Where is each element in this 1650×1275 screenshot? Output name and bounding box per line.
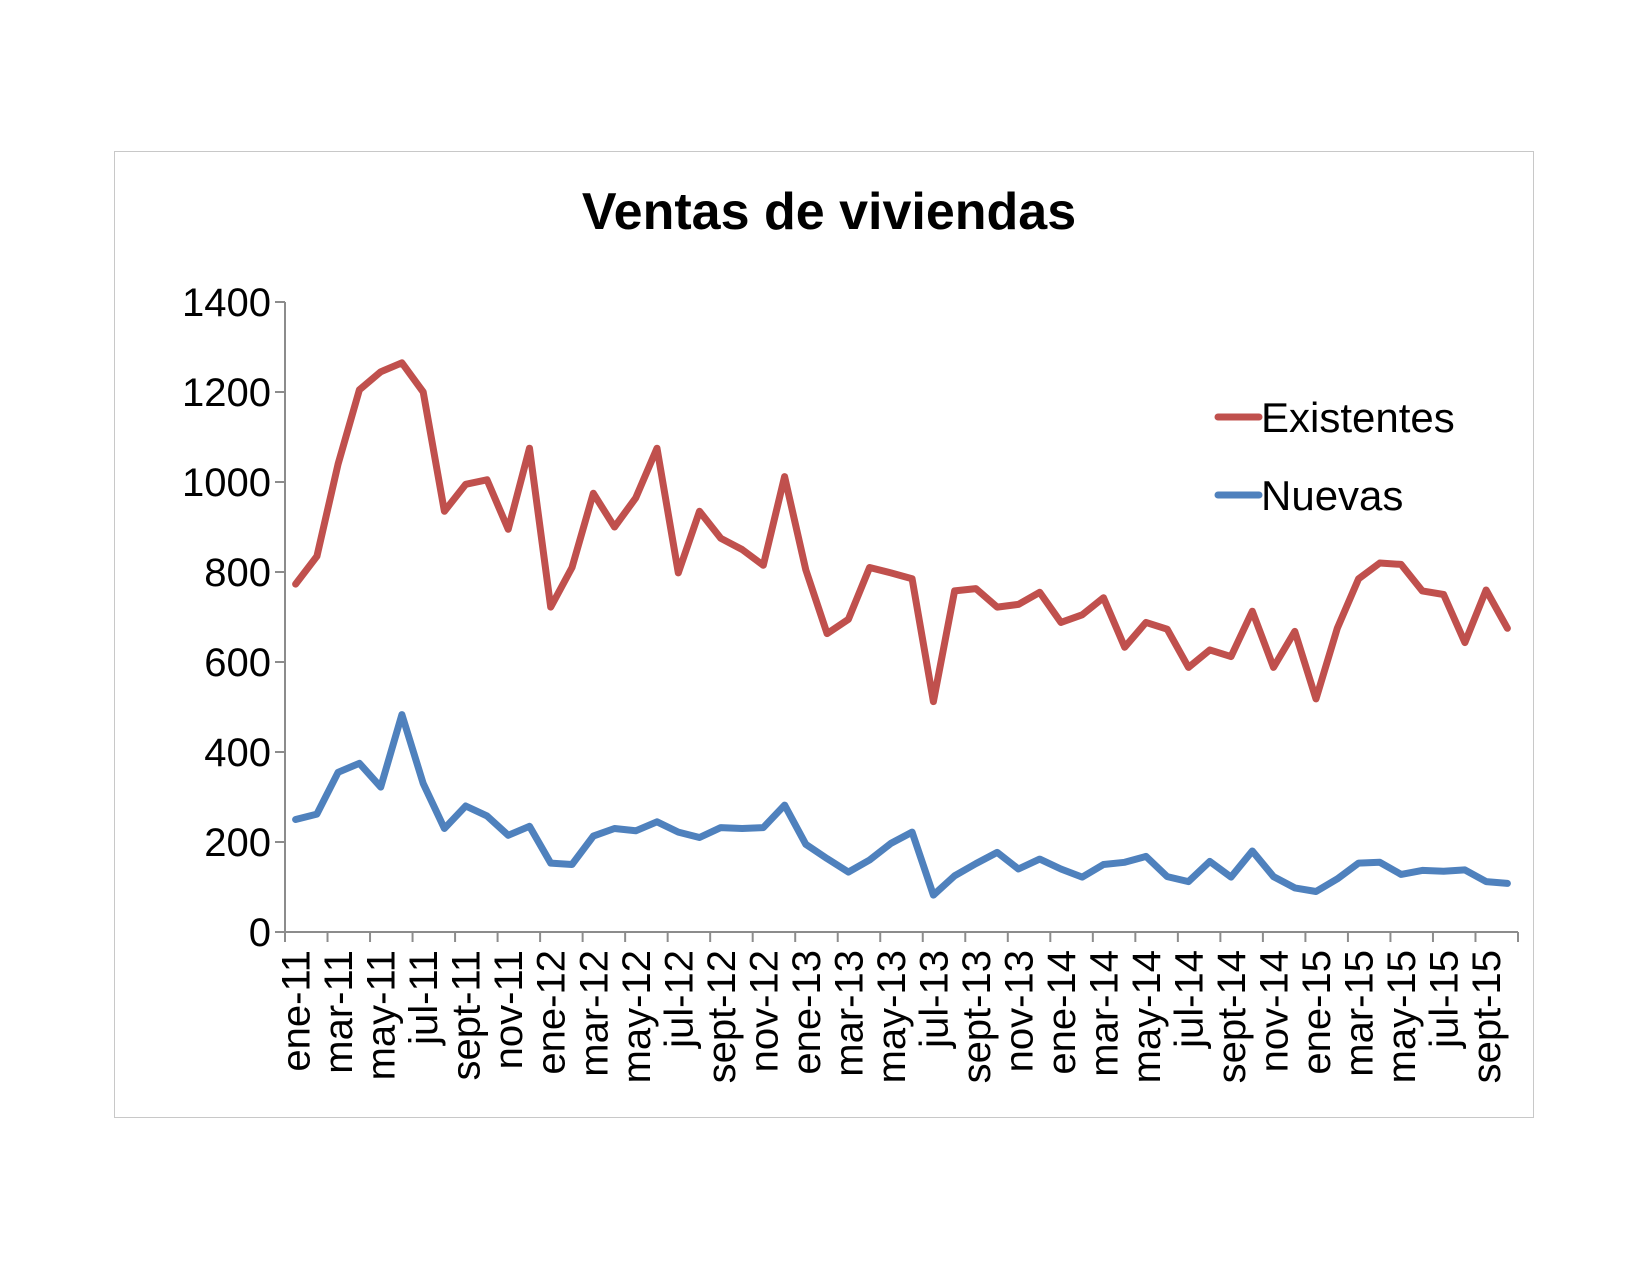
x-tick-label: ene-12 (530, 950, 574, 1075)
x-tick-label: mar-15 (1338, 950, 1382, 1077)
x-tick-label: sept-11 (445, 950, 489, 1080)
x-tick-label: ene-14 (1040, 950, 1084, 1075)
chart-title: Ventas de viviendas (582, 183, 1076, 241)
series-line-existentes (292, 359, 1511, 706)
y-tick-label: 800 (204, 551, 271, 595)
x-tick-label: jul-14 (1167, 950, 1211, 1049)
x-tick-label: jul-11 (402, 950, 446, 1046)
x-tick-label: ene-15 (1295, 950, 1339, 1075)
x-tick-label: mar-12 (572, 950, 616, 1077)
x-tick-label: may-12 (615, 950, 659, 1083)
x-tick-label: ene-11 (275, 950, 319, 1072)
x-tick-label: nov-12 (742, 950, 786, 1072)
series-group (292, 359, 1511, 899)
x-tick-label: sept-13 (955, 950, 999, 1083)
y-tick-label: 600 (204, 641, 271, 685)
y-tick-label: 0 (249, 911, 271, 955)
x-tick-label: jul-13 (912, 950, 956, 1049)
x-tick-label: ene-13 (785, 950, 829, 1075)
series-line-nuevas (292, 711, 1511, 899)
x-tick-label: nov-11 (487, 950, 531, 1069)
y-tick-label: 1200 (182, 371, 271, 415)
x-tick-label: sept-12 (700, 950, 744, 1083)
x-tick-label: may-15 (1380, 950, 1424, 1083)
legend-label-existentes: Existentes (1261, 394, 1455, 441)
chart-frame: Ventas de viviendas 0 200 400 600 800 1000 120… (114, 151, 1534, 1118)
x-tick-label: jul-15 (1423, 950, 1467, 1049)
y-tick-label: 400 (204, 731, 271, 775)
legend: Existentes Nuevas (1214, 394, 1455, 519)
x-tick-label: may-14 (1125, 950, 1169, 1083)
x-tick-label: mar-11 (317, 950, 361, 1074)
y-axis-ticks: 0 200 400 600 800 1000 1200 1400 (182, 281, 285, 955)
x-tick-label: sept-15 (1465, 950, 1509, 1083)
y-tick-label: 1400 (182, 281, 271, 325)
x-tick-label: may-11 (360, 950, 404, 1080)
x-tick-label: may-13 (870, 950, 914, 1083)
x-tick-label: sept-14 (1210, 950, 1254, 1083)
axes (284, 302, 1518, 933)
x-tick-label: nov-13 (997, 950, 1041, 1072)
y-tick-label: 1000 (182, 461, 271, 505)
x-tick-label: mar-14 (1082, 950, 1126, 1077)
x-tick-label: jul-12 (657, 950, 701, 1049)
legend-label-nuevas: Nuevas (1261, 472, 1403, 519)
x-tick-label: mar-13 (827, 950, 871, 1077)
line-chart: Ventas de viviendas 0 200 400 600 800 1000 120… (182, 183, 1519, 1083)
x-axis-ticks: ene-11mar-11may-11jul-11sept-11nov-11ene… (275, 932, 1519, 1083)
y-tick-label: 200 (204, 821, 271, 865)
x-tick-label: nov-14 (1253, 950, 1297, 1072)
